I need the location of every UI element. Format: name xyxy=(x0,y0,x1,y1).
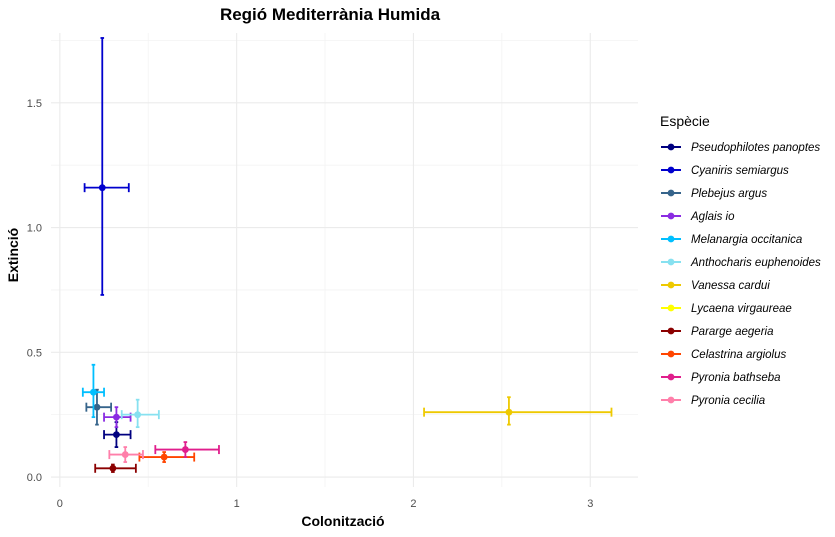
x-axis-title: Colonització xyxy=(301,513,384,529)
series-melanargia-occitanica xyxy=(81,363,105,419)
legend-item: Pyronia cecilia xyxy=(661,395,765,407)
legend-key-point xyxy=(667,350,675,358)
legend-item: Lycaena virgaureae xyxy=(661,303,792,315)
legend-item: Aglais io xyxy=(661,211,735,223)
data-point xyxy=(121,451,129,458)
y-axis-ticks: 0.0 0.5 1.0 1.5 xyxy=(27,98,42,484)
legend-label: Anthocharis euphenoides xyxy=(690,257,821,269)
data-point xyxy=(160,453,168,461)
y-tick-label: 0.0 xyxy=(27,472,42,484)
legend-key-point xyxy=(667,235,675,243)
legend-label: Pyronia bathseba xyxy=(691,372,781,384)
x-tick-label: 3 xyxy=(587,498,593,510)
data-point xyxy=(109,464,117,472)
legend-label: Cyaniris semiargus xyxy=(691,165,789,177)
series-pyronia-cecilia xyxy=(108,446,144,463)
series-anthocharis-euphenoides xyxy=(120,398,160,429)
legend-item: Cyaniris semiargus xyxy=(661,165,789,177)
series-pararge-aegeria xyxy=(94,463,137,473)
data-point xyxy=(113,431,120,439)
chart-title: Regió Mediterrània Humida xyxy=(220,5,441,24)
y-tick-label: 1.0 xyxy=(27,223,42,235)
legend-key-point xyxy=(667,396,675,404)
data-marks xyxy=(81,37,613,473)
legend-label: Melanargia occitanica xyxy=(691,234,802,246)
legend: Espècie Pseudophilotes panoptes Cyaniris … xyxy=(660,113,821,407)
legend-label: Plebejus argus xyxy=(691,188,767,200)
legend-item: Melanargia occitanica xyxy=(661,234,802,246)
legend-label: Lycaena virgaureae xyxy=(691,303,792,315)
legend-items: Pseudophilotes panoptes Cyaniris semiargu… xyxy=(661,142,821,407)
data-point xyxy=(90,388,97,396)
legend-item: Pyronia bathseba xyxy=(661,372,781,384)
legend-key-point xyxy=(667,212,675,220)
data-point xyxy=(93,403,101,411)
data-point xyxy=(134,411,142,419)
legend-item: Pararge aegeria xyxy=(661,326,773,338)
legend-label: Aglais io xyxy=(690,211,735,223)
series-vanessa-cardui xyxy=(423,396,613,426)
legend-key-point xyxy=(667,166,675,174)
series-plebejus-argus xyxy=(85,388,113,426)
legend-key-point xyxy=(667,327,675,335)
y-axis-title: Extinció xyxy=(5,228,21,282)
data-point xyxy=(98,184,106,192)
legend-item: Pseudophilotes panoptes xyxy=(661,142,820,154)
legend-label: Pararge aegeria xyxy=(691,326,773,338)
legend-label: Vanessa cardui xyxy=(691,280,770,292)
y-tick-label: 0.5 xyxy=(27,347,42,359)
legend-label: Celastrina argiolus xyxy=(691,349,786,361)
x-axis-ticks: 0 1 2 3 xyxy=(57,498,594,510)
y-tick-label: 1.5 xyxy=(27,98,42,110)
x-tick-label: 1 xyxy=(234,498,240,510)
series-pyronia-bathseba xyxy=(154,441,220,458)
legend-key-point xyxy=(667,281,675,289)
legend-key-point xyxy=(667,189,675,197)
series-cyaniris-semiargus xyxy=(83,37,130,296)
legend-label: Pseudophilotes panoptes xyxy=(691,142,820,154)
series-aglais-io xyxy=(103,406,132,429)
data-point xyxy=(505,408,513,416)
x-tick-label: 0 xyxy=(57,498,63,510)
legend-item: Anthocharis euphenoides xyxy=(661,257,821,269)
legend-title: Espècie xyxy=(660,113,710,129)
legend-item: Celastrina argiolus xyxy=(661,349,786,361)
legend-item: Plebejus argus xyxy=(661,188,767,200)
grid xyxy=(51,33,638,487)
legend-key-point xyxy=(667,258,675,266)
legend-key-point xyxy=(667,373,675,381)
data-point xyxy=(113,413,120,421)
x-tick-label: 2 xyxy=(410,498,416,510)
legend-key-point xyxy=(667,143,675,151)
legend-key-point xyxy=(667,304,675,312)
legend-item: Vanessa cardui xyxy=(661,280,770,292)
legend-label: Pyronia cecilia xyxy=(691,395,765,407)
data-point xyxy=(181,446,189,453)
